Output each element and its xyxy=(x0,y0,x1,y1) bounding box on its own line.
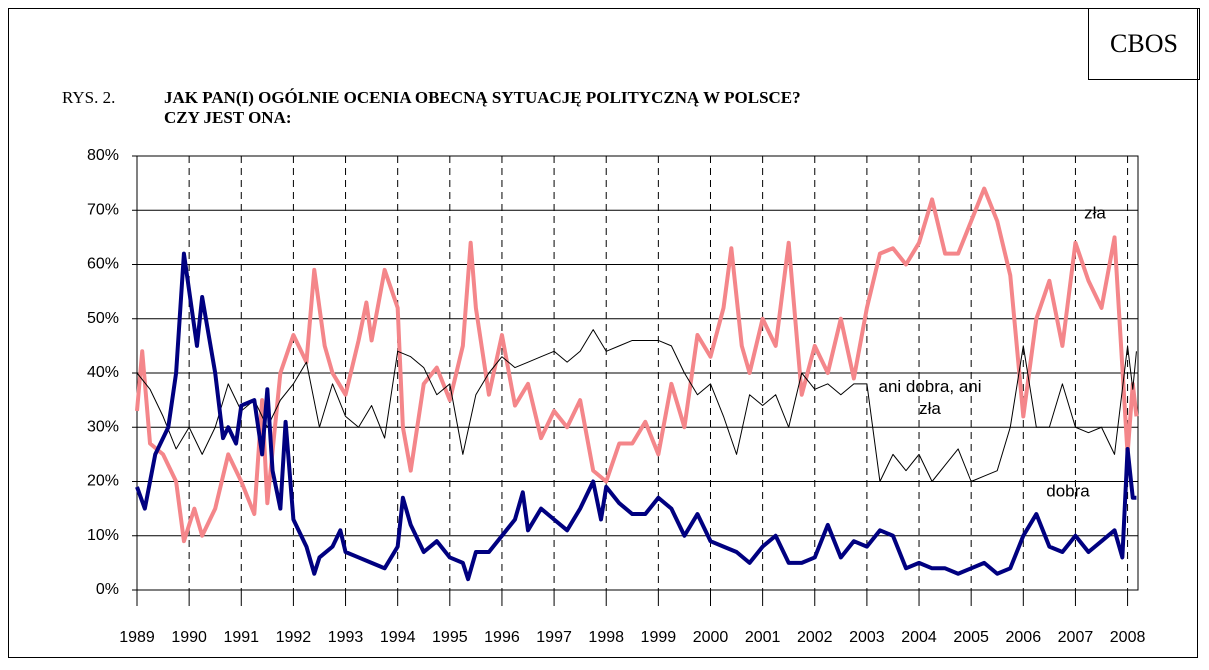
x-tick-label: 1993 xyxy=(328,629,364,646)
y-tick-label: 60% xyxy=(87,256,119,273)
source: CBOS xyxy=(1088,8,1200,80)
frame xyxy=(8,8,1198,658)
series-label: dobra xyxy=(1046,481,1090,500)
y-tick-label: 0% xyxy=(96,581,119,598)
x-tick-label: 2003 xyxy=(849,629,885,646)
x-tick-label: 2008 xyxy=(1110,629,1146,646)
x-tick-label: 2006 xyxy=(1006,629,1042,646)
x-tick-label: 1995 xyxy=(432,629,468,646)
x-tick-label: 2004 xyxy=(901,629,937,646)
x-tick-label: 1990 xyxy=(171,629,207,646)
x-tick-label: 1989 xyxy=(119,629,155,646)
x-tick-label: 2002 xyxy=(797,629,833,646)
y-tick-label: 10% xyxy=(87,527,119,544)
x-tick-label: 1994 xyxy=(380,629,416,646)
series-line xyxy=(136,329,1137,482)
y-tick-label: 40% xyxy=(87,364,119,381)
x-tick-label: 2000 xyxy=(693,629,729,646)
figure-label: RYS. 2. xyxy=(62,88,116,107)
x-tick-label: 1996 xyxy=(484,629,520,646)
y-tick-label: 50% xyxy=(87,310,119,327)
y-tick-label: 30% xyxy=(87,418,119,435)
chart-title: CZY JEST ONA: xyxy=(164,108,292,127)
series-label: zła xyxy=(1084,203,1106,222)
x-tick-label: 1992 xyxy=(276,629,312,646)
x-tick-label: 2007 xyxy=(1058,629,1094,646)
series-line xyxy=(135,186,1139,544)
series-line xyxy=(135,251,1137,582)
x-tick-label: 2001 xyxy=(745,629,781,646)
y-tick-label: 80% xyxy=(87,147,119,164)
chart-title: JAK PAN(I) OGÓLNIE OCENIA OBECNĄ SYTUACJ… xyxy=(164,88,801,107)
series-label: ani dobra, ani zła xyxy=(878,377,982,418)
x-tick-label: 1997 xyxy=(536,629,572,646)
x-tick-label: 1991 xyxy=(223,629,259,646)
y-tick-label: 20% xyxy=(87,473,119,490)
x-tick-label: 1998 xyxy=(588,629,624,646)
x-tick-label: 1999 xyxy=(641,629,677,646)
x-tick-label: 2005 xyxy=(953,629,989,646)
y-tick-label: 70% xyxy=(87,201,119,218)
